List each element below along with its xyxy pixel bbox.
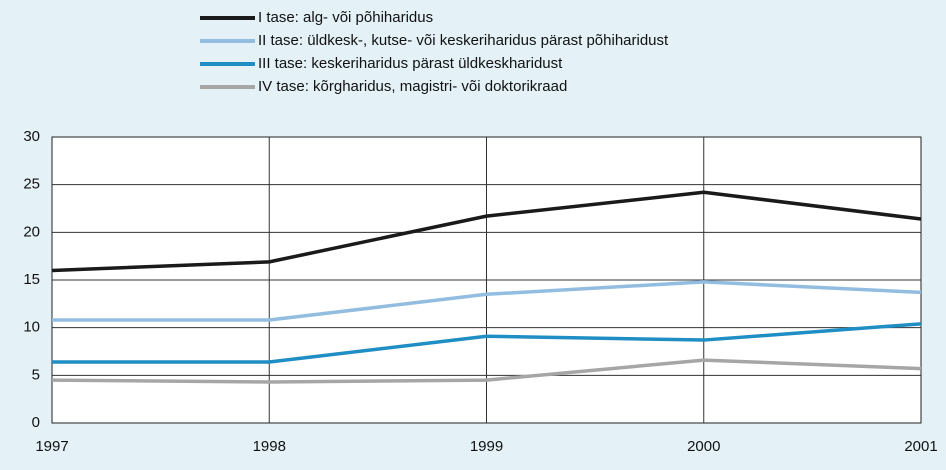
series-line	[51, 190, 922, 273]
y-tick-label: 30	[23, 128, 40, 145]
y-tick-label: 20	[23, 223, 40, 240]
y-tick-label: 25	[23, 176, 40, 193]
x-tick-label: 1999	[470, 438, 503, 455]
y-tick-label: 15	[23, 271, 40, 288]
x-tick-label: 1998	[253, 438, 286, 455]
legend-label: IV tase: kõrgharidus, magistri- või dokt…	[258, 78, 567, 95]
legend-label: I tase: alg- või põhiharidus	[258, 9, 433, 26]
plot-border	[51, 136, 922, 424]
series-line	[51, 358, 922, 384]
x-tick-label: 2001	[904, 438, 937, 455]
y-tick-label: 10	[23, 319, 40, 336]
legend-label: III tase: keskeriharidus pärast üldkeskh…	[258, 55, 563, 72]
legend-label: II tase: üldkesk-, kutse- või keskerihar…	[258, 32, 669, 49]
x-tick-label: 2000	[687, 438, 720, 455]
x-tick-label: 1997	[35, 438, 68, 455]
series-line	[52, 280, 922, 322]
y-tick-label: 0	[32, 414, 40, 431]
series-line	[52, 322, 922, 364]
y-tick-label: 5	[32, 366, 40, 383]
